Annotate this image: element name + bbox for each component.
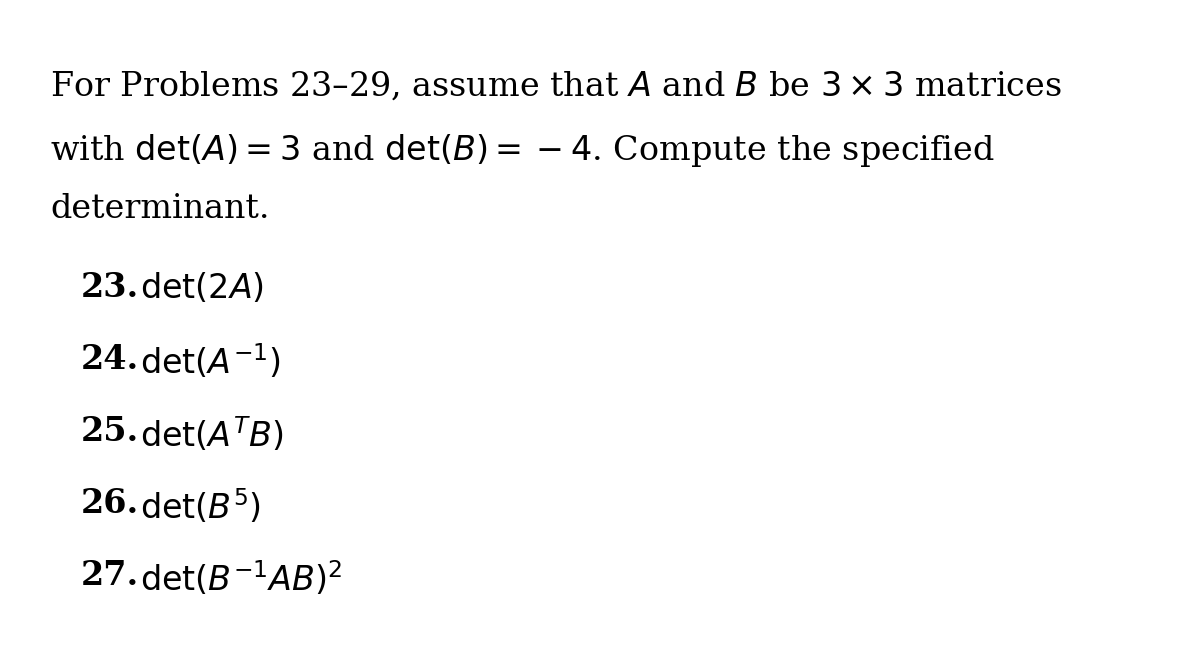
Text: $\mathrm{det}(B^{5})$: $\mathrm{det}(B^{5})$ bbox=[140, 487, 262, 526]
Text: $\mathrm{det}(2A)$: $\mathrm{det}(2A)$ bbox=[140, 271, 264, 305]
Text: with $\mathrm{det}(A) = 3$ and $\mathrm{det}(B) = -4$. Compute the specified: with $\mathrm{det}(A) = 3$ and $\mathrm{… bbox=[50, 132, 995, 168]
Text: 27.: 27. bbox=[81, 559, 139, 592]
Text: 24.: 24. bbox=[81, 343, 139, 375]
Text: For Problems 23–29, assume that $A$ and $B$ be $3 \times 3$ matrices: For Problems 23–29, assume that $A$ and … bbox=[50, 70, 1061, 103]
Text: $\mathrm{det}(B^{-1}AB)^{2}$: $\mathrm{det}(B^{-1}AB)^{2}$ bbox=[140, 559, 343, 598]
Text: determinant.: determinant. bbox=[50, 193, 269, 225]
Text: $\mathrm{det}(A^{T} B)$: $\mathrm{det}(A^{T} B)$ bbox=[140, 415, 283, 454]
Text: 25.: 25. bbox=[81, 415, 139, 448]
Text: 23.: 23. bbox=[81, 271, 139, 303]
Text: 26.: 26. bbox=[81, 487, 139, 520]
Text: $\mathrm{det}(A^{-1})$: $\mathrm{det}(A^{-1})$ bbox=[140, 343, 281, 381]
